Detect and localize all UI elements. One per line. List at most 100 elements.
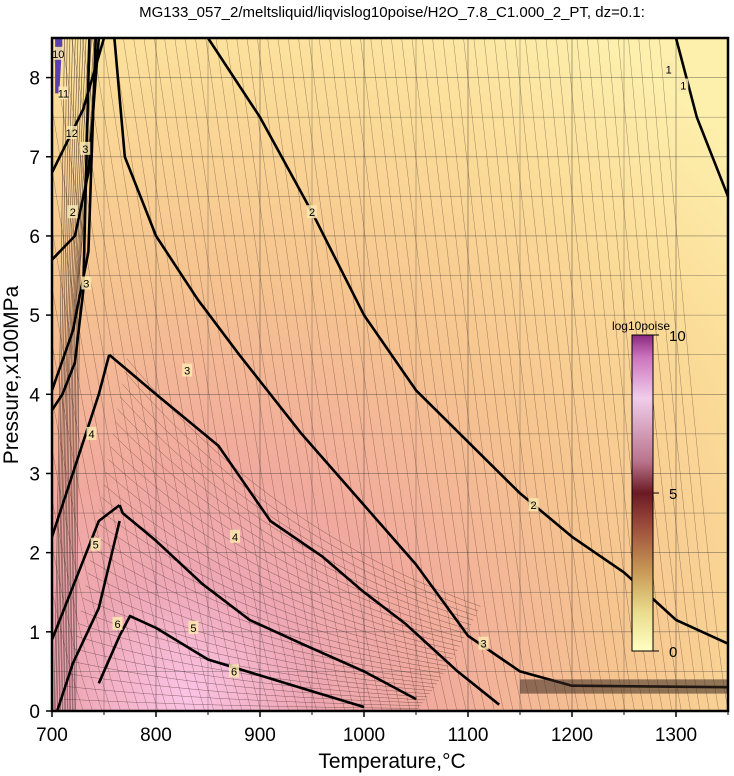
y-tick-label: 5 (29, 306, 40, 327)
minor-contour (421, 38, 514, 711)
minor-contour (66, 686, 421, 706)
minor-contour (370, 38, 467, 711)
colorbar-title: log10poise (612, 319, 670, 333)
minor-contour (638, 38, 710, 711)
y-tick-label: 4 (29, 385, 40, 406)
minor-contour (308, 38, 411, 711)
minor-contour (236, 38, 346, 711)
minor-contour (473, 38, 561, 711)
minor-contour (119, 396, 474, 621)
y-tick-label: 0 (29, 702, 40, 723)
contour-label-text: 4 (232, 532, 238, 544)
contour-label-text: 1 (666, 65, 672, 77)
major-contour-5 (52, 354, 111, 538)
contour-label-text: 5 (190, 623, 196, 635)
minor-contour (215, 38, 327, 711)
contour-label: 3 (182, 363, 193, 378)
minor-contour (67, 38, 87, 711)
contour-label-text: 3 (82, 144, 88, 156)
minor-contour (494, 38, 579, 711)
contour-label: 12 (66, 126, 78, 140)
minor-contour (123, 38, 243, 711)
contour-label: 4 (230, 529, 241, 544)
x-tick-label: 1100 (448, 725, 489, 746)
contour-label: 3 (80, 141, 91, 156)
minor-contour (267, 38, 374, 711)
x-tick-label: 700 (36, 725, 68, 746)
minor-contour (184, 38, 299, 711)
minor-contour (514, 38, 598, 711)
contour-label-text: 10 (52, 49, 64, 61)
minor-contour (153, 38, 271, 711)
y-tick-label: 7 (29, 148, 40, 169)
contour-label: 2 (67, 205, 78, 219)
minor-contour (360, 38, 458, 711)
y-tick-label: 6 (29, 227, 40, 248)
minor-contour (117, 408, 472, 626)
minor-contour (98, 509, 453, 659)
contour-label: 11 (58, 86, 69, 100)
minor-contour (597, 38, 673, 711)
contour-label-text: 1 (680, 81, 686, 93)
minor-contour (112, 38, 233, 711)
contour-label: 6 (112, 616, 123, 631)
major-contour-3 (52, 38, 97, 391)
minor-contour (52, 42, 177, 711)
contour-label: 1 (663, 62, 674, 77)
major-contour-3 (113, 38, 728, 689)
colorbar-tick-label: 10 (669, 328, 686, 345)
contour-label: 3 (478, 636, 489, 651)
contour-label-text: 6 (231, 666, 237, 678)
minor-contour (391, 38, 486, 711)
x-tick-label: 1200 (551, 725, 593, 746)
major-contour-lines (52, 38, 728, 711)
contour-label-text: 3 (481, 639, 487, 651)
contour-label: 5 (90, 537, 101, 552)
minor-contour (143, 38, 262, 711)
minor-contour (85, 585, 439, 681)
minor-contour (112, 434, 467, 634)
plot-frame (50, 36, 730, 713)
minor-contour (122, 383, 476, 617)
minor-contour (452, 38, 542, 711)
minor-contour (52, 396, 121, 711)
minor-contour (102, 38, 224, 711)
minor-contour (195, 38, 308, 711)
contour-label-text: 4 (88, 429, 94, 441)
minor-contour (411, 38, 504, 711)
x-axis: 700 800 900 1000 1100 1200 1300 (36, 711, 729, 746)
minor-contour (566, 38, 645, 711)
major-contour-5 (52, 504, 121, 641)
minor-contour (287, 38, 392, 711)
colorbar-tick-label: 5 (669, 486, 677, 503)
contour-label: 2 (528, 498, 539, 512)
x-tick-label: 800 (140, 725, 172, 746)
minor-contour (339, 38, 439, 711)
y-tick-label: 2 (29, 544, 40, 565)
minor-contour (108, 459, 463, 643)
minor-contour (52, 168, 159, 711)
y-tick-label: 1 (29, 623, 40, 644)
minor-contour (94, 534, 449, 667)
minor-contour (52, 497, 103, 711)
minor-contour (52, 448, 112, 711)
minor-contour (659, 38, 728, 711)
minor-contour (89, 560, 444, 674)
minor-contour (545, 38, 626, 711)
contour-label-text: 6 (114, 619, 120, 631)
major-contour-4 (52, 38, 91, 411)
minor-contour (463, 38, 551, 711)
contour-label-text: 3 (83, 278, 89, 290)
contour-label-text: 3 (184, 366, 190, 378)
contour-label: 2 (307, 205, 317, 219)
minor-contour (226, 38, 336, 711)
y-axis: 0 1 2 3 4 5 6 7 8 (29, 69, 52, 723)
minor-contour (61, 38, 187, 711)
contour-label: 5 (188, 620, 199, 635)
contour-label: 10 (52, 46, 64, 61)
x-axis-label: Temperature,°C (318, 750, 465, 773)
minor-contour (52, 545, 93, 711)
